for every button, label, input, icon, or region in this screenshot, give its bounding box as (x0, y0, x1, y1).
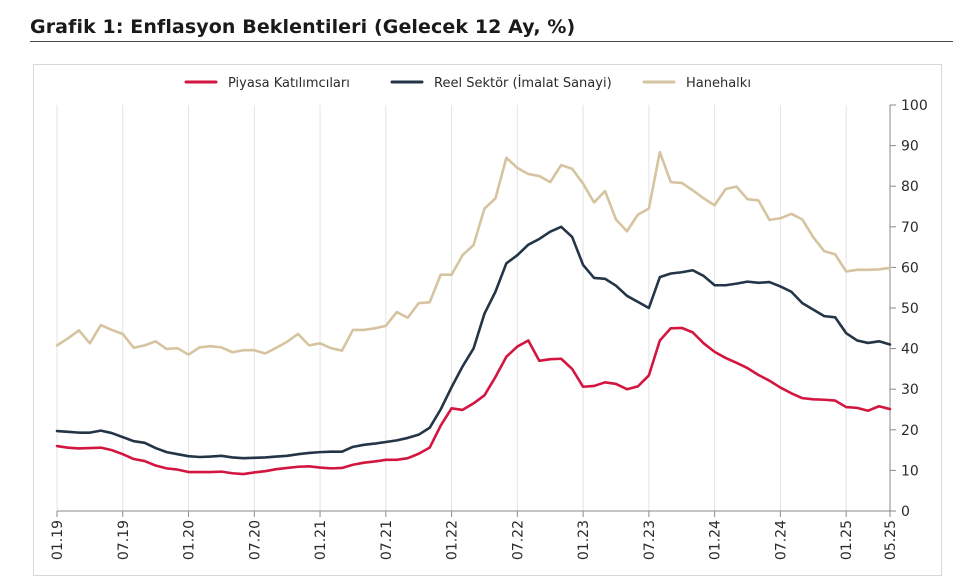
legend: Piyasa Katılımcıları Reel Sektör (İmalat … (184, 75, 751, 91)
chart-frame (33, 64, 942, 576)
series-line-1 (55, 225, 892, 460)
x-tick-label-0: 01.19 (50, 520, 66, 560)
series-line-2 (55, 150, 892, 356)
x-tick-label-11: 07.24 (773, 520, 789, 560)
series-layer (55, 150, 892, 476)
legend-label-0: Piyasa Katılımcıları (228, 76, 350, 91)
y-tick-label-10: 10 (901, 463, 919, 479)
y-tick-label-90: 90 (901, 139, 919, 155)
x-tick-label-7: 07.22 (510, 520, 526, 560)
x-tick-label-4: 01.21 (313, 520, 329, 560)
x-tick-label-2: 01.20 (182, 520, 198, 560)
y-tick-label-20: 20 (901, 423, 919, 439)
legend-label-2: Hanehalkı (686, 76, 751, 91)
y-tick-label-80: 80 (901, 179, 919, 195)
grid-layer (56, 105, 891, 511)
x-tick-label-12: 01.25 (839, 520, 855, 560)
y-tick-label-40: 40 (901, 342, 919, 358)
x-tick-label-8: 01.23 (576, 520, 592, 560)
y-tick-label-0: 0 (901, 504, 910, 520)
y-tick-label-70: 70 (901, 220, 919, 236)
x-tick-label-5: 07.21 (379, 520, 395, 560)
y-tick-label-60: 60 (901, 260, 919, 276)
x-tick-label-9: 07.23 (642, 520, 658, 560)
y-tick-label-50: 50 (901, 301, 919, 317)
x-tick-label-3: 07.20 (247, 520, 263, 560)
x-tick-label-6: 01.22 (445, 520, 461, 560)
axis-layer: 0 10 20 30 40 50 60 70 80 90 100 01.19 07.19 01.20 07.… (50, 98, 928, 560)
x-tick-label-1: 07.19 (116, 520, 132, 560)
series-line-0 (55, 326, 892, 476)
y-tick-label-30: 30 (901, 382, 919, 398)
x-tick-label-10: 01.24 (708, 520, 724, 560)
title-underline (30, 41, 953, 42)
chart-title: Grafik 1: Enflasyon Beklentileri (Gelece… (30, 16, 576, 38)
x-tick-label-13: 05.25 (883, 520, 899, 560)
legend-label-1: Reel Sektör (İmalat Sanayi) (434, 75, 612, 91)
y-tick-label-100: 100 (901, 98, 928, 114)
